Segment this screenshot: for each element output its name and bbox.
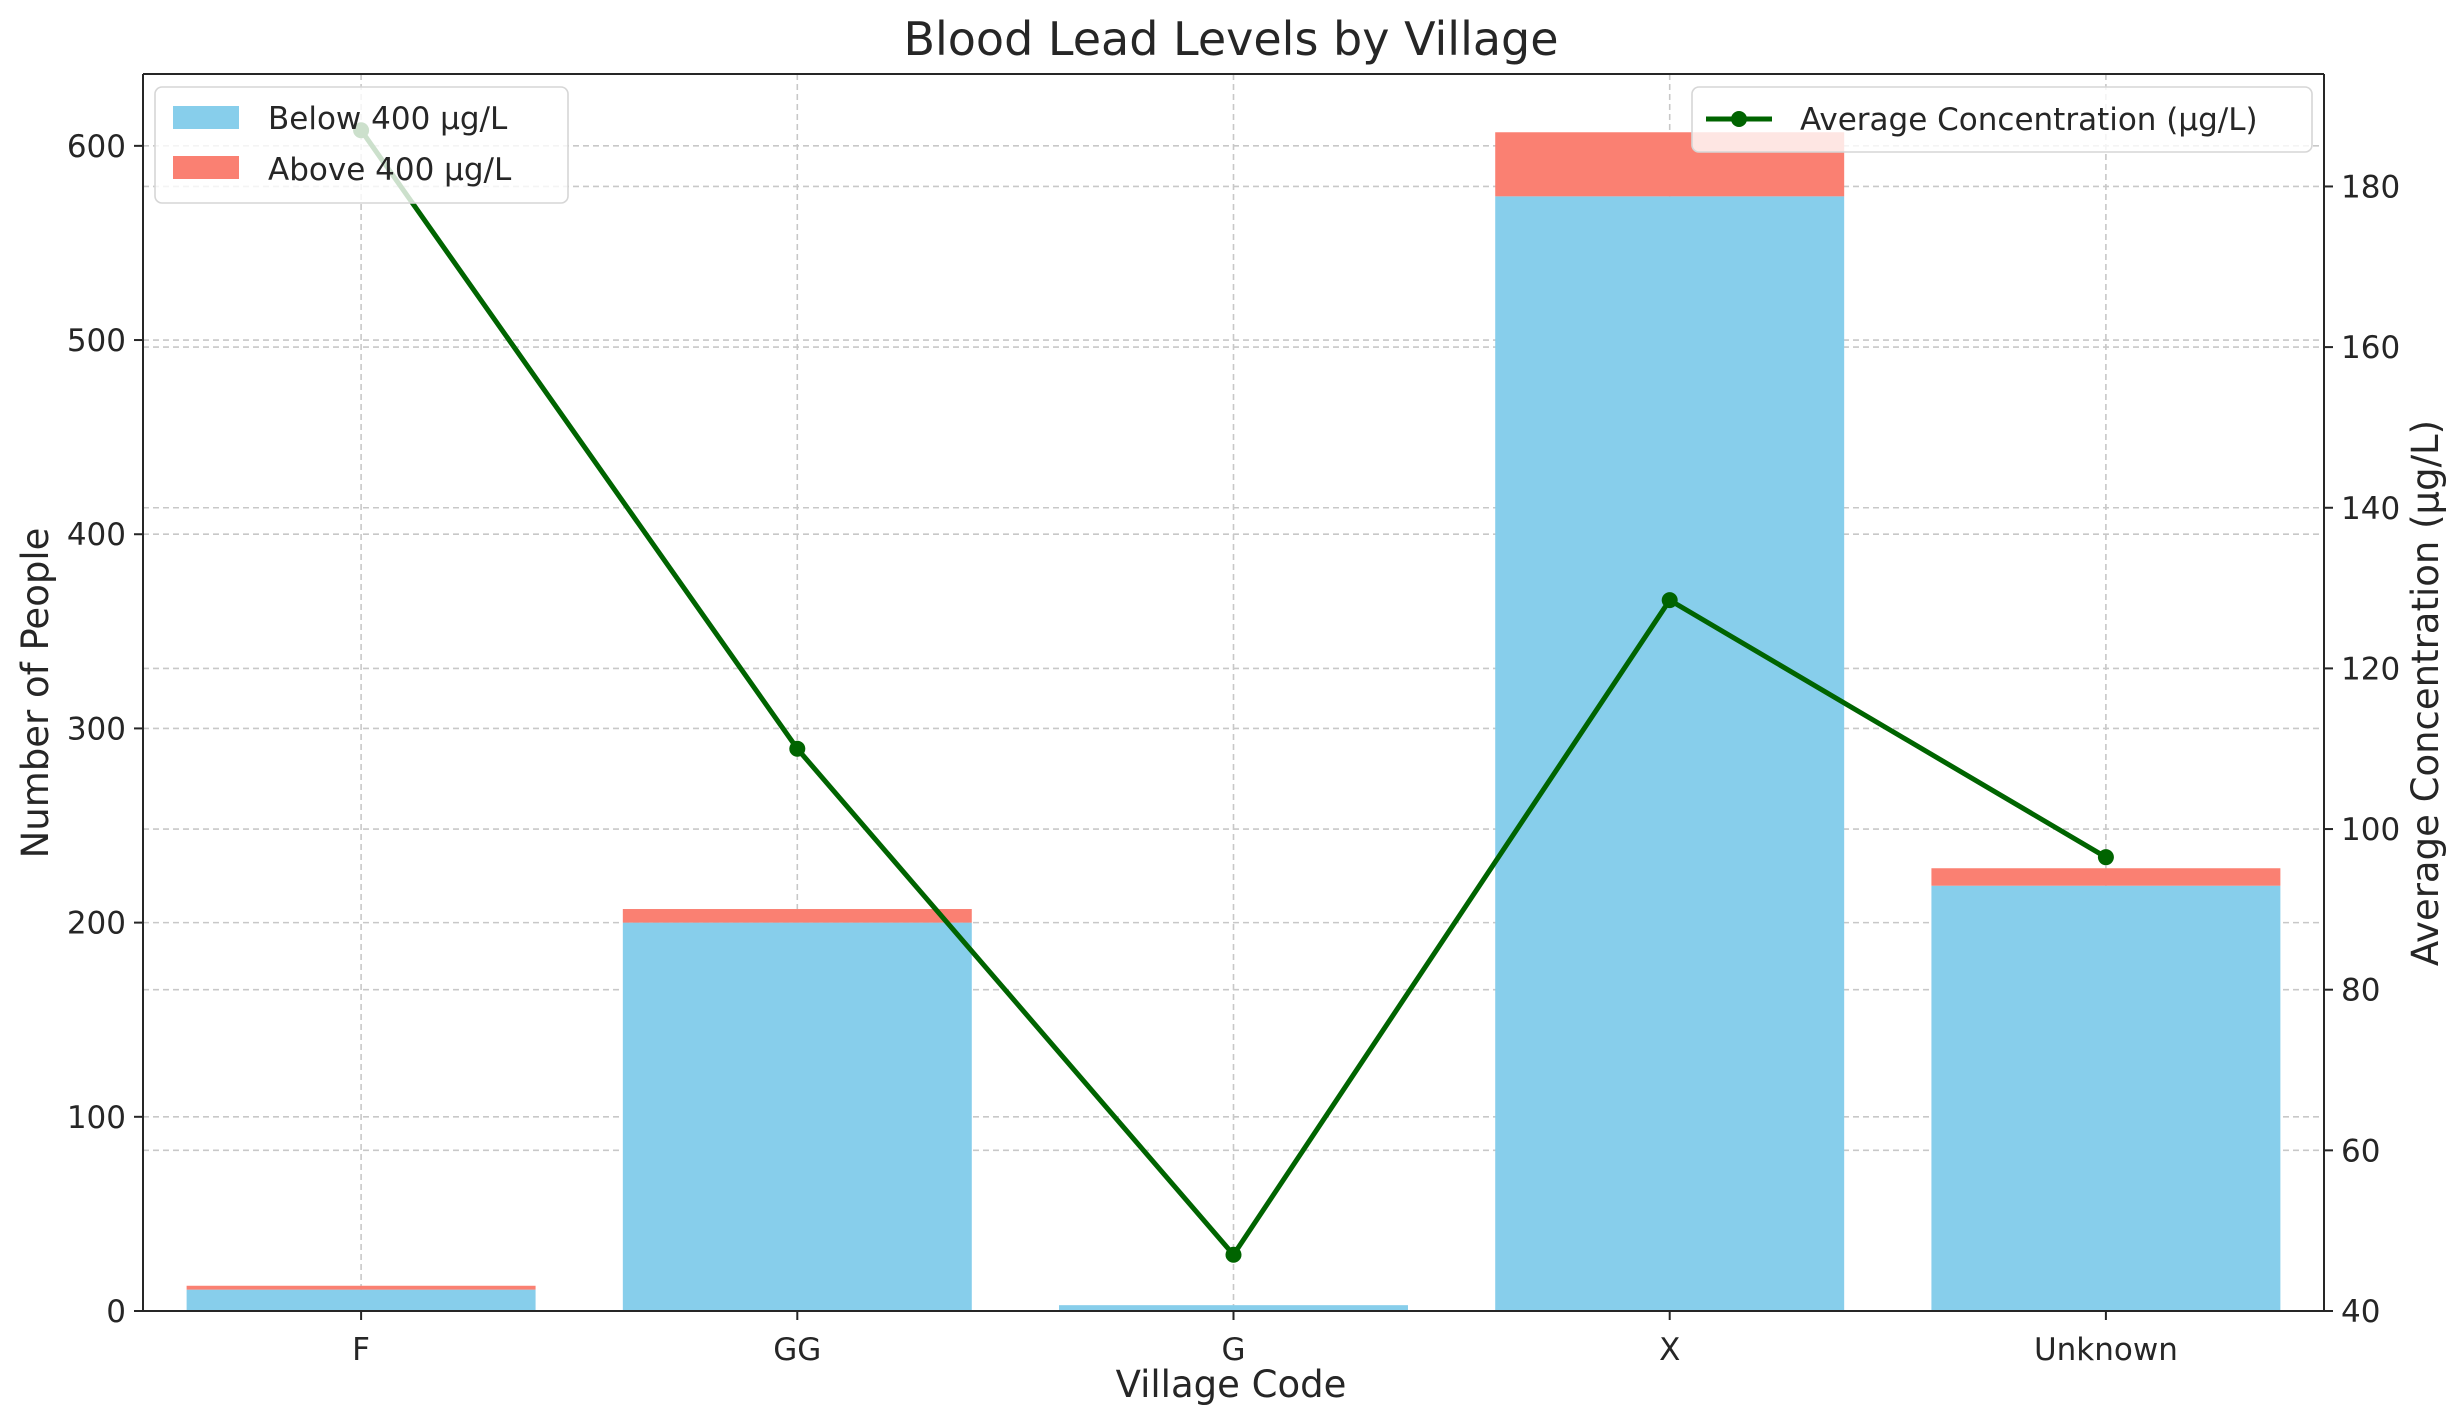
- y2-tick-label: 140: [2341, 491, 2400, 527]
- y-tick-label: 600: [67, 129, 126, 165]
- bar-below-400: [186, 1289, 536, 1311]
- y2-tick-label: 160: [2341, 330, 2400, 366]
- y2-tick-label: 80: [2341, 973, 2380, 1009]
- y-tick-label: 300: [67, 711, 126, 747]
- bar-below-400: [1495, 196, 1845, 1311]
- legend-bars: Below 400 µg/L Above 400 µg/L: [154, 86, 569, 204]
- bar-below-400: [622, 922, 972, 1311]
- legend-box: [154, 86, 569, 204]
- y2-tick-label: 60: [2341, 1133, 2380, 1169]
- bars: [186, 132, 2281, 1311]
- average-concentration-point: [1661, 592, 1678, 609]
- bar-above-400: [1931, 868, 2281, 886]
- legend-swatch-above-400: [173, 156, 239, 179]
- legend-line-marker: [1731, 111, 1747, 127]
- average-line: [353, 122, 2114, 1263]
- bar-below-400: [1931, 885, 2281, 1311]
- y-tick-label: 200: [67, 906, 126, 942]
- x-axis-label: Village Code: [1116, 1363, 1347, 1406]
- legend-label-above-400: Above 400 µg/L: [268, 152, 512, 188]
- y-axis-label: Number of People: [14, 528, 57, 859]
- bar-above-400: [622, 909, 972, 923]
- bar-above-400: [186, 1285, 536, 1290]
- y-tick-label: 500: [67, 323, 126, 359]
- axes: 0 100 200 300 400 500 600 40 60 80 100 120 140 160 180…: [67, 73, 2400, 1368]
- x-tick-label: X: [1659, 1332, 1680, 1368]
- y2-tick-label: 120: [2341, 651, 2400, 687]
- y-tick-label: 100: [67, 1100, 126, 1136]
- legend-label-below-400: Below 400 µg/L: [268, 101, 508, 137]
- y2-tick-label: 100: [2341, 812, 2400, 848]
- average-concentration-point: [2097, 849, 2114, 866]
- y2-tick-label: 40: [2341, 1294, 2380, 1330]
- x-tick-label: F: [352, 1332, 370, 1368]
- x-tick-label: G: [1221, 1332, 1245, 1368]
- average-concentration-point: [1225, 1246, 1242, 1263]
- bar-below-400: [1059, 1305, 1408, 1311]
- legend-label-average: Average Concentration (µg/L): [1800, 102, 2258, 138]
- y-tick-label: 400: [67, 517, 126, 553]
- average-concentration-point: [789, 740, 806, 757]
- y-tick-label: 0: [106, 1294, 126, 1330]
- y2-axis-label: Average Concentration (µg/L): [2404, 420, 2447, 966]
- legend-box: [1691, 86, 2313, 153]
- chart-title: Blood Lead Levels by Village: [903, 12, 1558, 66]
- x-tick-label: Unknown: [2034, 1332, 2178, 1368]
- x-tick-label: GG: [773, 1332, 821, 1368]
- legend-swatch-below-400: [173, 106, 239, 129]
- y2-tick-label: 180: [2341, 169, 2400, 205]
- legend-line: Average Concentration (µg/L): [1691, 86, 2313, 153]
